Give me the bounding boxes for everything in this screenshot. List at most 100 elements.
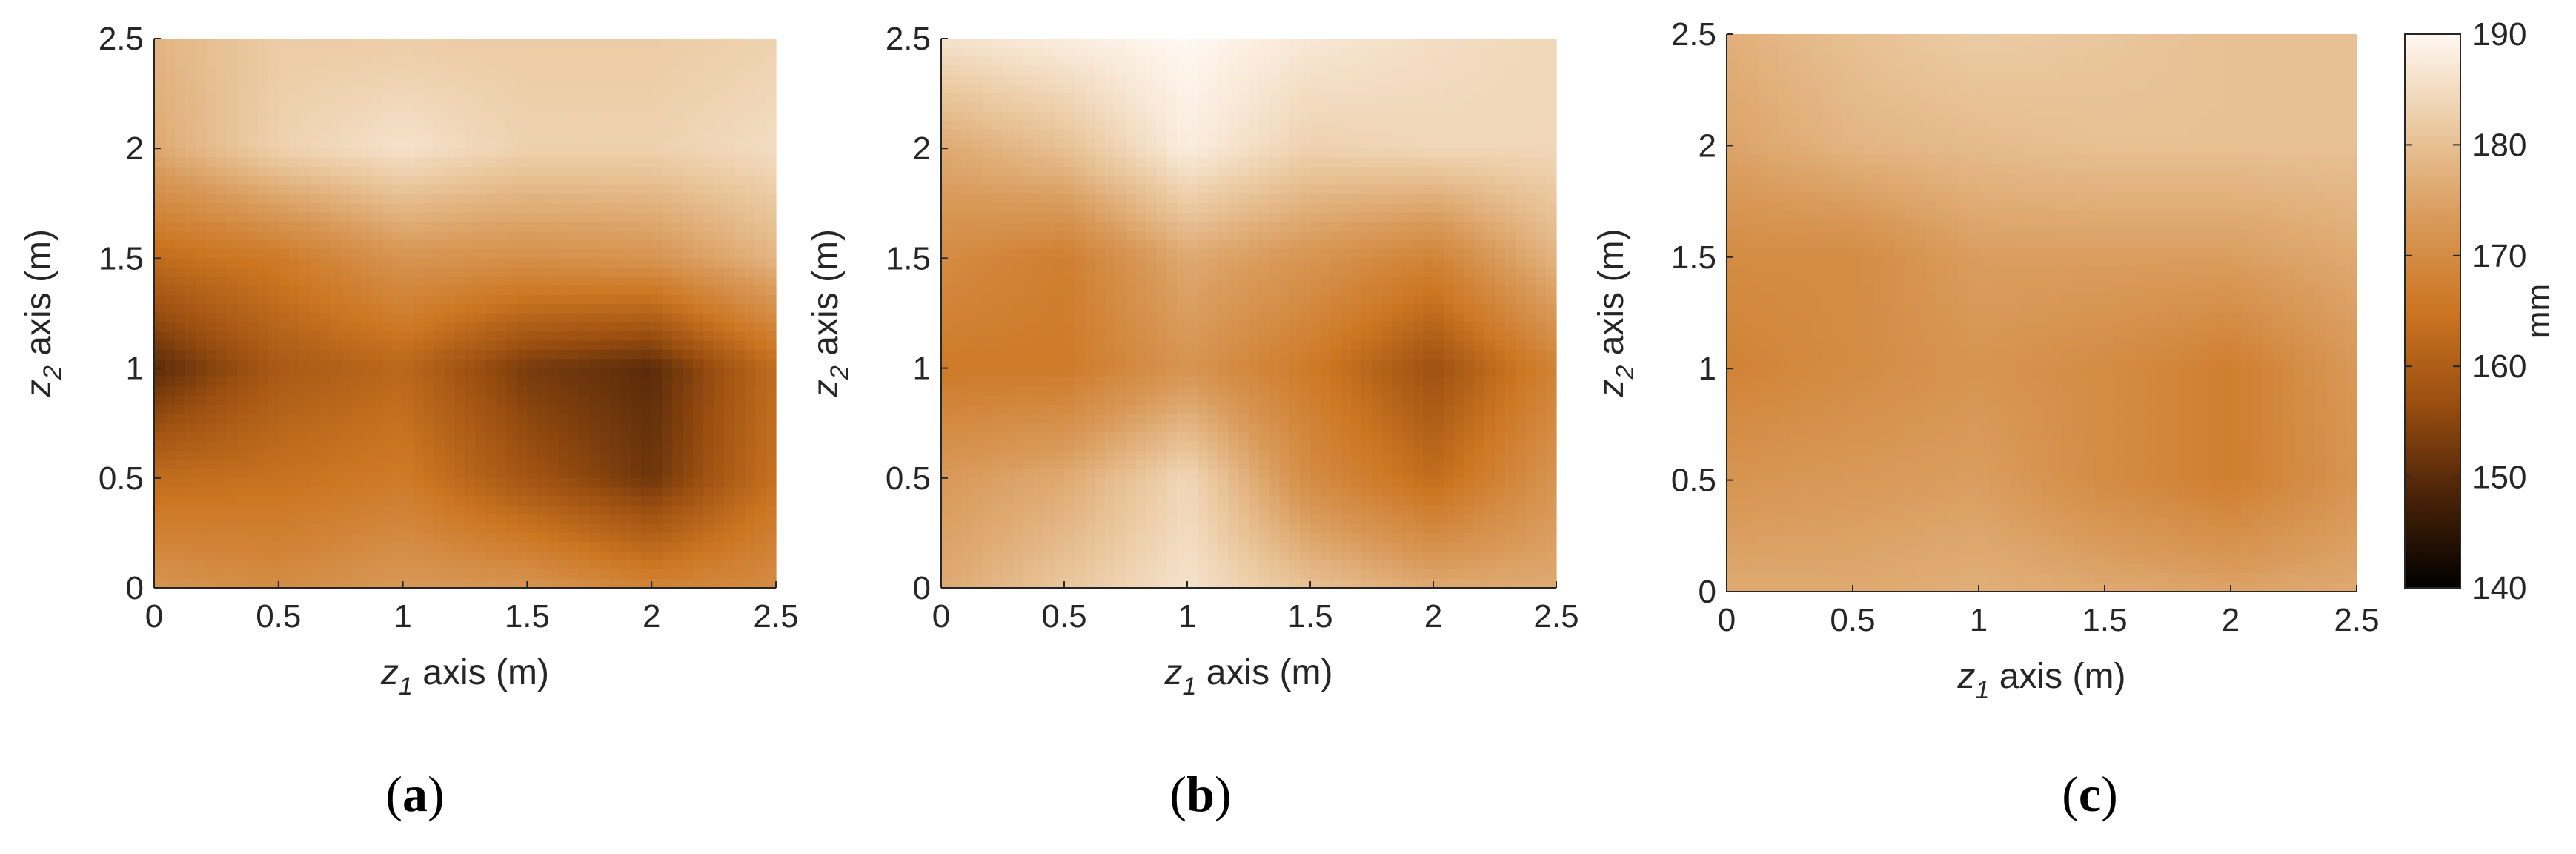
heatmap-cell [164, 294, 176, 305]
heatmap-cell [1043, 93, 1055, 104]
heatmap-cell [299, 487, 311, 497]
heatmap-cell [195, 304, 207, 314]
heatmap-cell [1330, 121, 1342, 131]
heatmap-cell [1207, 75, 1219, 85]
heatmap-cell [517, 349, 528, 360]
heatmap-cell [1320, 66, 1332, 76]
heatmap-cell [371, 322, 383, 332]
heatmap-cell [154, 231, 165, 241]
heatmap-cell [579, 47, 590, 58]
heatmap-cell [164, 231, 176, 241]
heatmap-cell [465, 130, 477, 140]
heatmap-cell [257, 203, 269, 214]
heatmap-cell [205, 405, 217, 414]
heatmap-cell [1269, 47, 1281, 58]
heatmap-cell [216, 139, 228, 149]
heatmap-cell [309, 322, 321, 332]
heatmap-cell [340, 47, 352, 58]
heatmap-cell [703, 130, 714, 140]
heatmap-cell [1474, 139, 1485, 149]
heatmap-cell [1249, 222, 1260, 231]
heatmap-cell [631, 505, 642, 515]
heatmap-cell [236, 441, 248, 451]
heatmap-cell [236, 93, 248, 104]
heatmap-cell [631, 56, 642, 67]
heatmap-cell [568, 322, 580, 332]
heatmap-cell [693, 166, 704, 176]
heatmap-cell [1269, 148, 1281, 159]
heatmap-cell [1146, 66, 1158, 76]
heatmap-cell [413, 523, 425, 534]
heatmap-cell [154, 304, 165, 314]
heatmap-cell [1126, 176, 1137, 186]
heatmap-cell [548, 267, 559, 277]
heatmap-cell [247, 487, 259, 497]
heatmap-cell [1320, 157, 1332, 168]
heatmap-cell [1146, 111, 1158, 122]
heatmap-cell [1074, 139, 1086, 149]
heatmap-cell [1095, 212, 1106, 222]
heatmap-cell [154, 56, 165, 67]
heatmap-cell [309, 212, 321, 222]
heatmap-cell [465, 249, 477, 259]
heatmap-cell [423, 185, 435, 195]
heatmap-cell [392, 139, 404, 149]
heatmap-cell [651, 377, 663, 387]
heatmap-cell [558, 249, 569, 259]
heatmap-cell [724, 212, 735, 222]
heatmap-cell [361, 560, 373, 570]
heatmap-cell [506, 176, 518, 186]
heatmap-cell [423, 212, 435, 222]
heatmap-cell [268, 514, 279, 525]
heatmap-cell [641, 450, 652, 460]
heatmap-cell [548, 377, 559, 387]
heatmap-cell [506, 469, 518, 479]
heatmap-cell [185, 368, 196, 378]
heatmap-cell [1372, 56, 1383, 67]
heatmap-cell [1095, 47, 1106, 58]
heatmap-cell [485, 75, 497, 85]
heatmap-cell [1515, 111, 1527, 122]
heatmap-cell [589, 267, 600, 277]
heatmap-cell [1095, 193, 1106, 204]
heatmap-cell [517, 505, 528, 515]
heatmap-cell [1495, 47, 1506, 58]
heatmap-cell [1187, 166, 1198, 176]
heatmap-cell [226, 84, 238, 94]
heatmap-cell [1269, 130, 1281, 140]
heatmap-cell [226, 460, 238, 470]
heatmap-cell [579, 239, 590, 250]
heatmap-cell [1033, 130, 1044, 140]
heatmap-cell [330, 56, 342, 67]
heatmap-cell [600, 176, 611, 186]
heatmap-cell [382, 239, 394, 250]
heatmap-cell [631, 294, 642, 305]
heatmap-cell [454, 139, 466, 149]
heatmap-cell [288, 139, 300, 149]
heatmap-cell [1504, 185, 1516, 195]
heatmap-cell [620, 39, 631, 48]
heatmap-cell [195, 368, 207, 378]
heatmap-cell [351, 148, 362, 159]
heatmap-cell [683, 395, 694, 406]
heatmap-cell [745, 148, 756, 159]
heatmap-cell [236, 56, 248, 67]
heatmap-cell [1381, 239, 1393, 250]
heatmap-cell [361, 523, 373, 534]
heatmap-cell [309, 157, 321, 168]
heatmap-cell [703, 258, 714, 268]
heatmap-cell [434, 294, 445, 305]
heatmap-cell [992, 39, 1003, 48]
heatmap-cell [257, 84, 269, 94]
heatmap-cell [724, 267, 735, 277]
heatmap-cell [236, 47, 248, 58]
heatmap-cell [351, 267, 362, 277]
heatmap-cell [1177, 121, 1188, 131]
heatmap-cell [1330, 222, 1342, 231]
heatmap-cell [672, 405, 683, 414]
heatmap-cell [683, 249, 694, 259]
heatmap-cell [475, 258, 487, 268]
heatmap-cell [693, 368, 704, 378]
heatmap-cell [319, 157, 331, 168]
heatmap-cell [226, 130, 238, 140]
